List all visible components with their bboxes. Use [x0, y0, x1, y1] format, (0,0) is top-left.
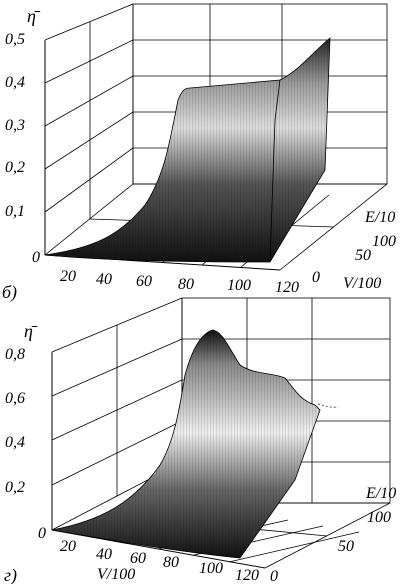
y-tick-label: 0	[270, 568, 278, 584]
y-tick-label: 100	[372, 233, 396, 250]
z-tick-label: 0,4	[5, 74, 25, 91]
panel-g: 0,8 0,6 0,4 0,2 0 η̄ 20 40 60 80 100 120…	[4, 297, 396, 584]
surface-1	[44, 37, 331, 263]
z-axis-label: η̄	[24, 321, 38, 341]
panel-label: б)	[2, 282, 17, 303]
z-tick-label: 0,2	[5, 159, 25, 176]
z-tick-label: 0	[32, 249, 40, 266]
z-tick-label: 0,5	[5, 31, 25, 48]
x-tick-label: 80	[178, 276, 194, 293]
x-tick-label: 100	[199, 560, 223, 577]
x-tick-label: 40	[96, 546, 112, 563]
x-tick-label: 20	[60, 268, 76, 285]
z-tick-label: 0,6	[5, 390, 25, 407]
y-axis-label: E/10	[364, 209, 395, 226]
x-tick-label: 60	[130, 550, 146, 567]
y-axis-label: E/10	[365, 485, 396, 502]
y-tick-label: 0	[312, 269, 320, 286]
left-wall-grid	[44, 3, 134, 256]
x-tick-label: 100	[227, 277, 251, 294]
x-axis-label: V/100	[343, 275, 381, 292]
z-tick-label: 0	[38, 525, 46, 542]
x-tick-label: 120	[235, 567, 259, 584]
y-tick-label: 100	[367, 509, 391, 526]
panel-label: г)	[4, 565, 17, 584]
x-axis-label: V/100	[97, 566, 135, 583]
panel-b: 0,5 0,4 0,3 0,2 0,1 0 η̄ 20 40 60 80 100…	[2, 3, 396, 303]
x-tick-label: 60	[136, 273, 152, 290]
y-tick-label: 50	[338, 538, 354, 555]
surface-2	[51, 329, 339, 559]
x-tick-label: 80	[163, 554, 179, 571]
z-tick-label: 0,3	[5, 117, 25, 134]
z-axis-label: η̄	[27, 6, 41, 26]
y-tick-label: 50	[355, 247, 371, 264]
z-tick-label: 0,8	[5, 346, 25, 363]
x-tick-label: 40	[96, 271, 112, 288]
z-tick-label: 0,1	[5, 203, 25, 220]
x-tick-label: 120	[275, 279, 299, 296]
x-tick-label: 20	[60, 538, 76, 555]
z-tick-label: 0,4	[5, 434, 25, 451]
z-tick-label: 0,2	[5, 479, 25, 496]
